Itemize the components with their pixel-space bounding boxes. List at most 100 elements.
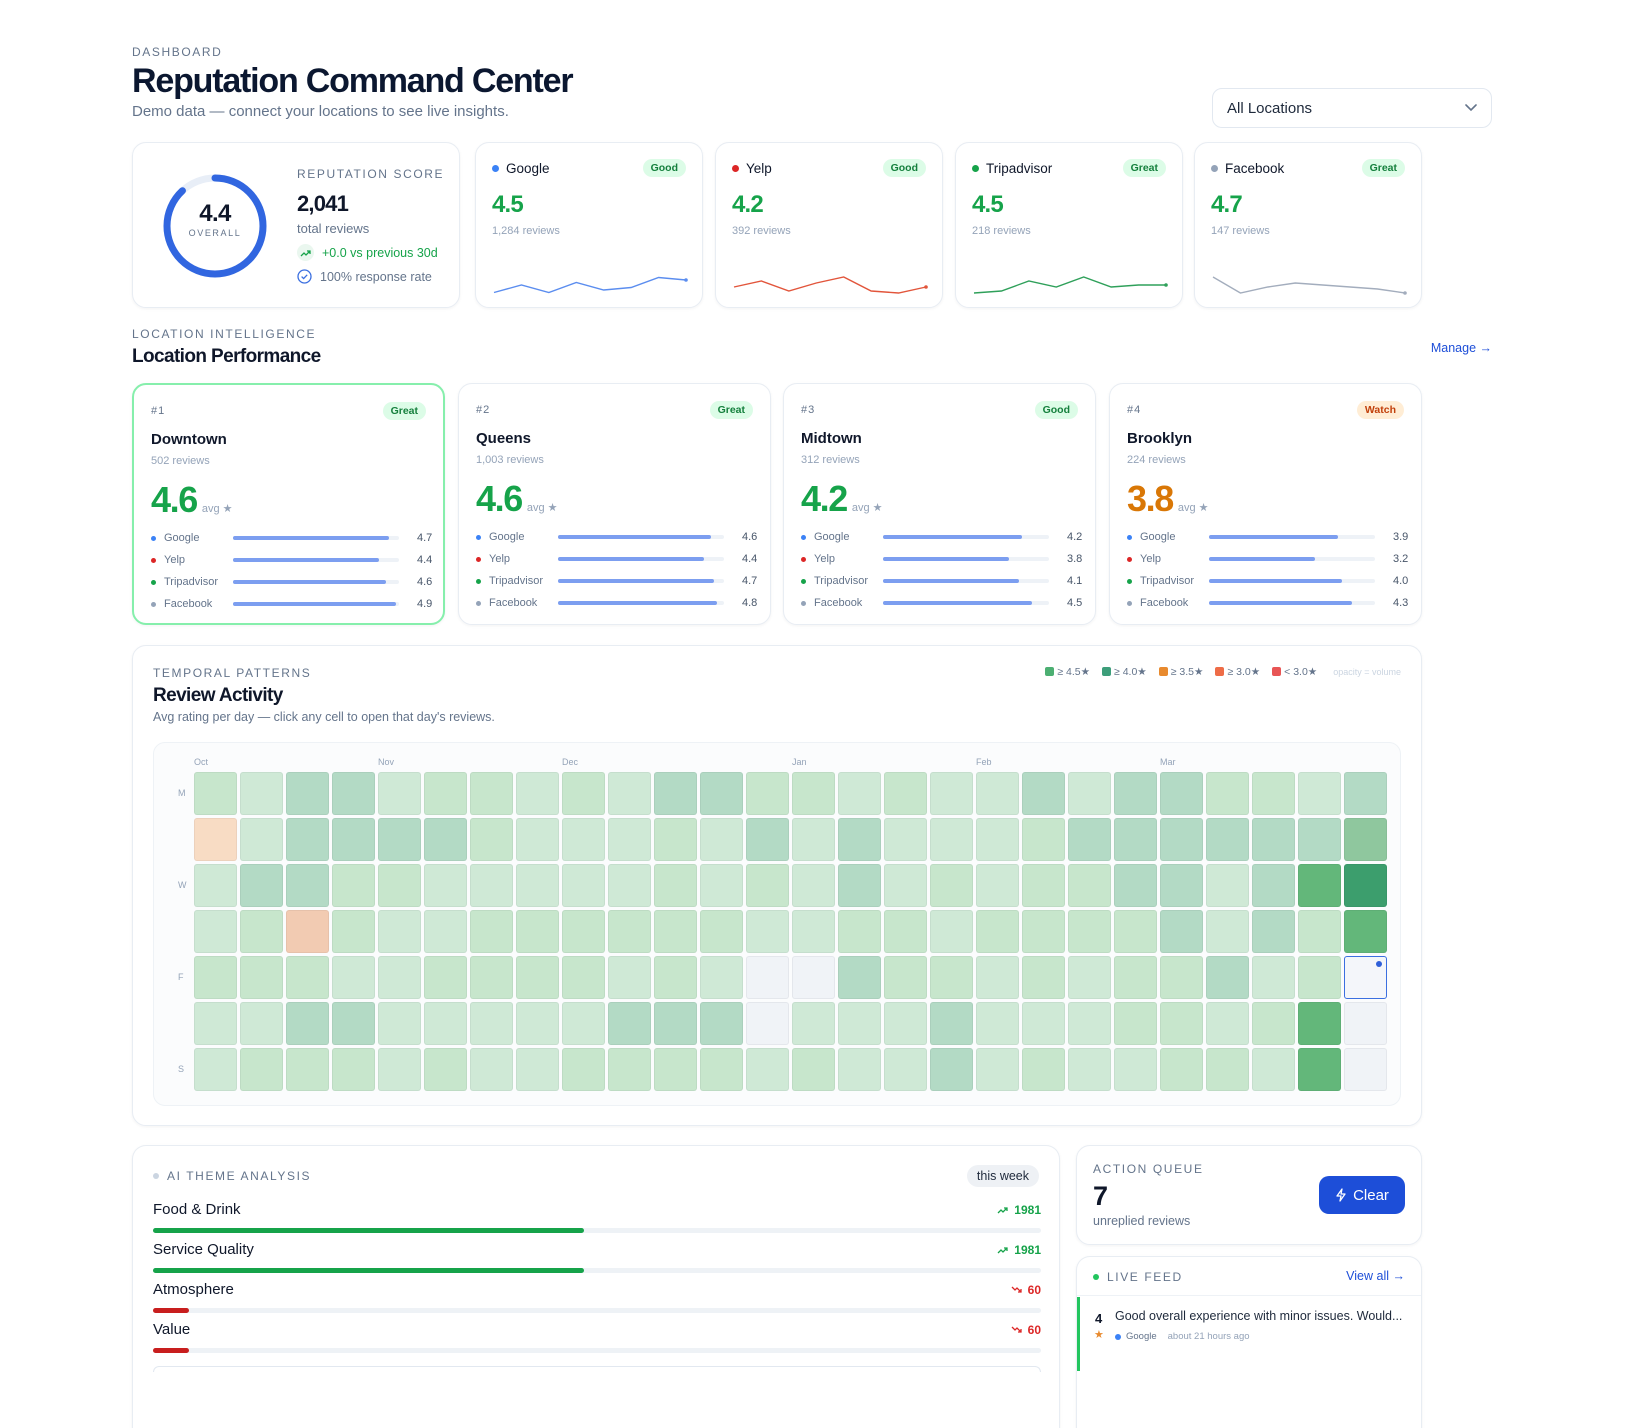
clear-button[interactable]: Clear [1319, 1176, 1405, 1214]
heatmap-cell[interactable] [1344, 818, 1387, 861]
heatmap-cell[interactable] [838, 772, 881, 815]
source-card-google[interactable]: Google Good 4.5 1,284 reviews [475, 142, 703, 308]
heatmap-cell[interactable] [562, 1002, 605, 1045]
heatmap-cell[interactable] [884, 864, 927, 907]
heatmap-cell[interactable] [332, 956, 375, 999]
heatmap-cell[interactable] [976, 910, 1019, 953]
heatmap-cell[interactable] [332, 818, 375, 861]
heatmap-cell[interactable] [332, 1048, 375, 1091]
heatmap-cell[interactable] [1114, 1048, 1157, 1091]
heatmap-cell[interactable] [516, 818, 559, 861]
heatmap-cell[interactable] [1252, 818, 1295, 861]
heatmap-cell[interactable] [1206, 864, 1249, 907]
heatmap-cell[interactable] [1022, 864, 1065, 907]
location-card-midtown[interactable]: #3 Good Midtown 312 reviews 4.2 avg ★ Go… [783, 383, 1096, 625]
feed-item[interactable]: 4 ★ Good overall experience with minor i… [1077, 1297, 1421, 1371]
heatmap-cell[interactable] [700, 772, 743, 815]
heatmap-cell[interactable] [746, 772, 789, 815]
location-select[interactable]: All Locations [1212, 88, 1492, 128]
heatmap-cell[interactable] [1068, 772, 1111, 815]
heatmap-cell[interactable] [240, 910, 283, 953]
heatmap-cell[interactable] [608, 956, 651, 999]
heatmap-cell[interactable] [884, 910, 927, 953]
heatmap-cell[interactable] [1252, 864, 1295, 907]
heatmap-cell[interactable] [976, 1048, 1019, 1091]
heatmap-cell[interactable] [1298, 772, 1341, 815]
heatmap-cell[interactable] [884, 956, 927, 999]
heatmap-cell[interactable] [1160, 1002, 1203, 1045]
source-card-facebook[interactable]: Facebook Great 4.7 147 reviews [1194, 142, 1422, 308]
heatmap-cell[interactable] [792, 910, 835, 953]
heatmap-cell[interactable] [194, 818, 237, 861]
theme-row[interactable]: Atmosphere 60 [153, 1281, 1041, 1313]
heatmap-cell[interactable] [608, 1048, 651, 1091]
heatmap-cell[interactable] [976, 1002, 1019, 1045]
heatmap-cell[interactable] [1344, 956, 1387, 999]
heatmap-cell[interactable] [286, 1002, 329, 1045]
heatmap-cell[interactable] [700, 1002, 743, 1045]
heatmap-cell[interactable] [1022, 1048, 1065, 1091]
heatmap-cell[interactable] [1298, 864, 1341, 907]
heatmap-cell[interactable] [1114, 772, 1157, 815]
heatmap-cell[interactable] [1160, 772, 1203, 815]
heatmap-cell[interactable] [1206, 956, 1249, 999]
heatmap-cell[interactable] [378, 1002, 421, 1045]
heatmap-cell[interactable] [838, 864, 881, 907]
heatmap-cell[interactable] [608, 818, 651, 861]
heatmap-cell[interactable] [608, 1002, 651, 1045]
heatmap-cell[interactable] [746, 956, 789, 999]
heatmap-cell[interactable] [884, 772, 927, 815]
heatmap-cell[interactable] [424, 864, 467, 907]
heatmap-cell[interactable] [516, 864, 559, 907]
heatmap-cell[interactable] [700, 1048, 743, 1091]
heatmap-cell[interactable] [562, 956, 605, 999]
heatmap-cell[interactable] [562, 910, 605, 953]
heatmap-cell[interactable] [654, 1002, 697, 1045]
heatmap-cell[interactable] [792, 1048, 835, 1091]
heatmap-cell[interactable] [792, 772, 835, 815]
heatmap-cell[interactable] [1298, 910, 1341, 953]
heatmap-cell[interactable] [470, 956, 513, 999]
heatmap-cell[interactable] [1160, 864, 1203, 907]
heatmap-cell[interactable] [516, 956, 559, 999]
heatmap-cell[interactable] [884, 818, 927, 861]
heatmap-cell[interactable] [286, 956, 329, 999]
heatmap-cell[interactable] [378, 864, 421, 907]
heatmap-cell[interactable] [378, 818, 421, 861]
heatmap-cell[interactable] [470, 1048, 513, 1091]
heatmap-cell[interactable] [930, 1002, 973, 1045]
heatmap-cell[interactable] [608, 910, 651, 953]
heatmap-cell[interactable] [792, 1002, 835, 1045]
source-card-yelp[interactable]: Yelp Good 4.2 392 reviews [715, 142, 943, 308]
manage-link[interactable]: Manage → [1430, 341, 1492, 355]
heatmap-cell[interactable] [654, 956, 697, 999]
heatmap-cell[interactable] [1206, 772, 1249, 815]
heatmap-cell[interactable] [1252, 1002, 1295, 1045]
heatmap-cell[interactable] [378, 956, 421, 999]
heatmap-cell[interactable] [194, 956, 237, 999]
heatmap-cell[interactable] [470, 864, 513, 907]
location-card-queens[interactable]: #2 Great Queens 1,003 reviews 4.6 avg ★ … [458, 383, 771, 625]
heatmap-cell[interactable] [562, 772, 605, 815]
heatmap-cell[interactable] [1298, 956, 1341, 999]
heatmap-cell[interactable] [1206, 1002, 1249, 1045]
source-card-tripadvisor[interactable]: Tripadvisor Great 4.5 218 reviews [955, 142, 1183, 308]
heatmap-cell[interactable] [194, 772, 237, 815]
heatmap-cell[interactable] [1206, 910, 1249, 953]
heatmap-cell[interactable] [976, 772, 1019, 815]
heatmap-cell[interactable] [378, 910, 421, 953]
heatmap-cell[interactable] [516, 1002, 559, 1045]
heatmap-cell[interactable] [1344, 772, 1387, 815]
heatmap-cell[interactable] [1344, 864, 1387, 907]
view-all-link[interactable]: View all → [1346, 1269, 1405, 1283]
heatmap-cell[interactable] [654, 818, 697, 861]
heatmap-cell[interactable] [424, 1048, 467, 1091]
heatmap-cell[interactable] [332, 1002, 375, 1045]
heatmap-cell[interactable] [700, 910, 743, 953]
heatmap-cell[interactable] [976, 818, 1019, 861]
heatmap-cell[interactable] [240, 864, 283, 907]
heatmap-cell[interactable] [1068, 818, 1111, 861]
heatmap-cell[interactable] [1298, 818, 1341, 861]
heatmap-cell[interactable] [1068, 864, 1111, 907]
heatmap-cell[interactable] [562, 864, 605, 907]
